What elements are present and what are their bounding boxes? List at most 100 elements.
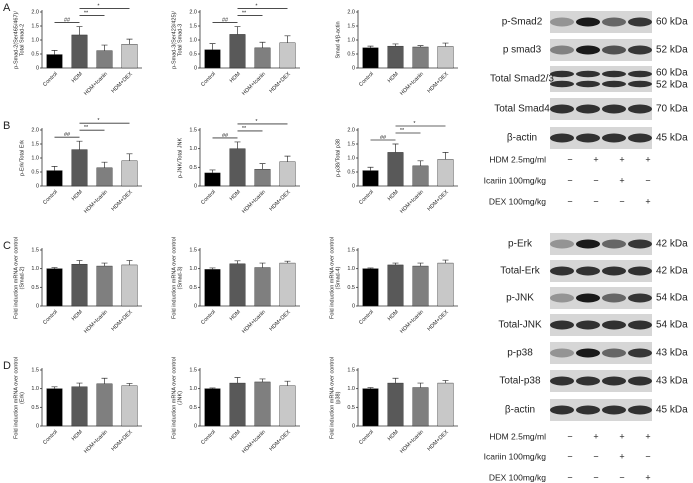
y-tick-label: 0 bbox=[352, 423, 355, 429]
blot-band bbox=[602, 266, 626, 276]
significance-label: ** bbox=[242, 11, 247, 17]
y-tick-label: 1.5 bbox=[31, 367, 39, 373]
blot-band bbox=[550, 320, 574, 330]
blot-strip bbox=[550, 342, 652, 364]
y-tick-label: 0 bbox=[352, 183, 355, 189]
x-tick-label: HDM+DEX bbox=[427, 189, 451, 213]
error-bar bbox=[284, 260, 291, 264]
y-tick-label: 1.0 bbox=[31, 266, 39, 272]
bar bbox=[254, 168, 271, 187]
x-tick-label: Control bbox=[358, 309, 375, 326]
x-tick-label: HDM bbox=[387, 189, 400, 202]
blot-band bbox=[550, 376, 574, 386]
x-tick-label: HDM bbox=[387, 429, 400, 442]
error-bar bbox=[126, 383, 133, 386]
bar bbox=[71, 34, 88, 69]
y-axis-label: Total Smad-2 bbox=[19, 24, 25, 56]
error-bar bbox=[234, 141, 241, 149]
y-axis-label: (JNK) bbox=[177, 391, 183, 405]
error-bar bbox=[126, 260, 133, 265]
bar bbox=[96, 265, 113, 307]
x-tick-label: HDM+Icariin bbox=[399, 71, 425, 97]
blot-label: p-p38 bbox=[507, 348, 533, 359]
error-bar bbox=[76, 260, 83, 265]
treatment-sign: − bbox=[593, 451, 598, 461]
treatment-sign: + bbox=[619, 451, 624, 461]
y-tick-label: 0.5 bbox=[189, 51, 197, 57]
x-tick-label: HDM+DEX bbox=[427, 71, 451, 95]
blot-band bbox=[628, 104, 652, 114]
x-tick-label: Control bbox=[200, 309, 217, 326]
error-bar bbox=[126, 38, 133, 45]
y-tick-label: 1.5 bbox=[347, 247, 355, 253]
panel-letter: D bbox=[3, 360, 11, 372]
error-bar bbox=[209, 169, 216, 173]
blot-band bbox=[602, 348, 626, 358]
y-axis-label: Fold induction mRNA over control bbox=[13, 357, 19, 439]
blot-band bbox=[628, 239, 652, 249]
y-tick-label: 1.0 bbox=[189, 386, 197, 392]
blot-band bbox=[576, 266, 600, 276]
error-bar bbox=[259, 262, 266, 268]
blot-band bbox=[550, 104, 574, 114]
x-tick-label: Control bbox=[42, 189, 59, 206]
x-tick-label: HDM+DEX bbox=[111, 309, 135, 333]
x-tick-label: HDM bbox=[229, 71, 242, 84]
bar bbox=[362, 268, 379, 307]
blot-strip bbox=[550, 39, 652, 61]
x-tick-label: HDM+DEX bbox=[269, 71, 293, 95]
significance-label: * bbox=[97, 4, 100, 10]
bar bbox=[362, 388, 379, 427]
error-bar bbox=[259, 378, 266, 382]
x-tick-label: HDM bbox=[71, 309, 84, 322]
y-tick-label: 1.5 bbox=[31, 141, 39, 147]
error-bar bbox=[259, 41, 266, 48]
x-tick-label: HDM+DEX bbox=[269, 429, 293, 453]
bar bbox=[437, 46, 454, 69]
x-tick-label: HDM+Icariin bbox=[83, 309, 109, 335]
significance-label: ** bbox=[242, 126, 247, 132]
blot-band bbox=[628, 405, 652, 415]
treatment-label: Icariin 100mg/kg bbox=[484, 451, 547, 461]
error-bar bbox=[76, 382, 83, 387]
treatment-sign: − bbox=[593, 175, 598, 185]
blot-strip bbox=[550, 233, 652, 255]
treatment-sign: − bbox=[645, 175, 650, 185]
x-tick-label: HDM+DEX bbox=[269, 189, 293, 213]
y-axis-label: Fold induction mRNA over control bbox=[171, 237, 177, 319]
blot-label: Total Smad2/3 bbox=[490, 74, 554, 85]
blot-band bbox=[576, 133, 600, 143]
blot-band bbox=[628, 376, 652, 386]
treatment-sign: − bbox=[567, 175, 572, 185]
y-axis-label: (Erk) bbox=[19, 392, 25, 404]
error-bar bbox=[101, 262, 108, 267]
error-bar bbox=[126, 153, 133, 161]
y-tick-label: 0 bbox=[194, 303, 197, 309]
x-tick-label: HDM+DEX bbox=[427, 429, 451, 453]
bar bbox=[412, 46, 429, 69]
x-tick-label: HDM+DEX bbox=[269, 309, 293, 333]
error-bar bbox=[234, 260, 241, 264]
y-tick-label: 0.5 bbox=[347, 51, 355, 57]
y-axis-label: Fold induction mRNA over control bbox=[329, 237, 335, 319]
x-tick-label: HDM+Icariin bbox=[399, 429, 425, 455]
x-tick-label: HDM bbox=[71, 71, 84, 84]
x-tick-label: Control bbox=[200, 71, 217, 88]
error-bar bbox=[392, 143, 399, 153]
bar bbox=[279, 385, 296, 427]
y-tick-label: 1.0 bbox=[347, 37, 355, 43]
blot-band bbox=[628, 293, 652, 303]
significance-label: ## bbox=[380, 135, 387, 141]
x-tick-label: HDM bbox=[71, 189, 84, 202]
x-tick-label: HDM+Icariin bbox=[83, 429, 109, 455]
panel-letter: C bbox=[3, 240, 11, 252]
blot-band bbox=[602, 80, 626, 88]
blot-label: Total-JNK bbox=[498, 320, 542, 331]
panel-letter: A bbox=[3, 2, 11, 14]
bar bbox=[437, 382, 454, 427]
blot-band bbox=[628, 266, 652, 276]
error-bar bbox=[367, 45, 374, 48]
error-bar bbox=[234, 26, 241, 35]
blot-band bbox=[550, 80, 574, 88]
x-tick-label: Control bbox=[358, 429, 375, 446]
